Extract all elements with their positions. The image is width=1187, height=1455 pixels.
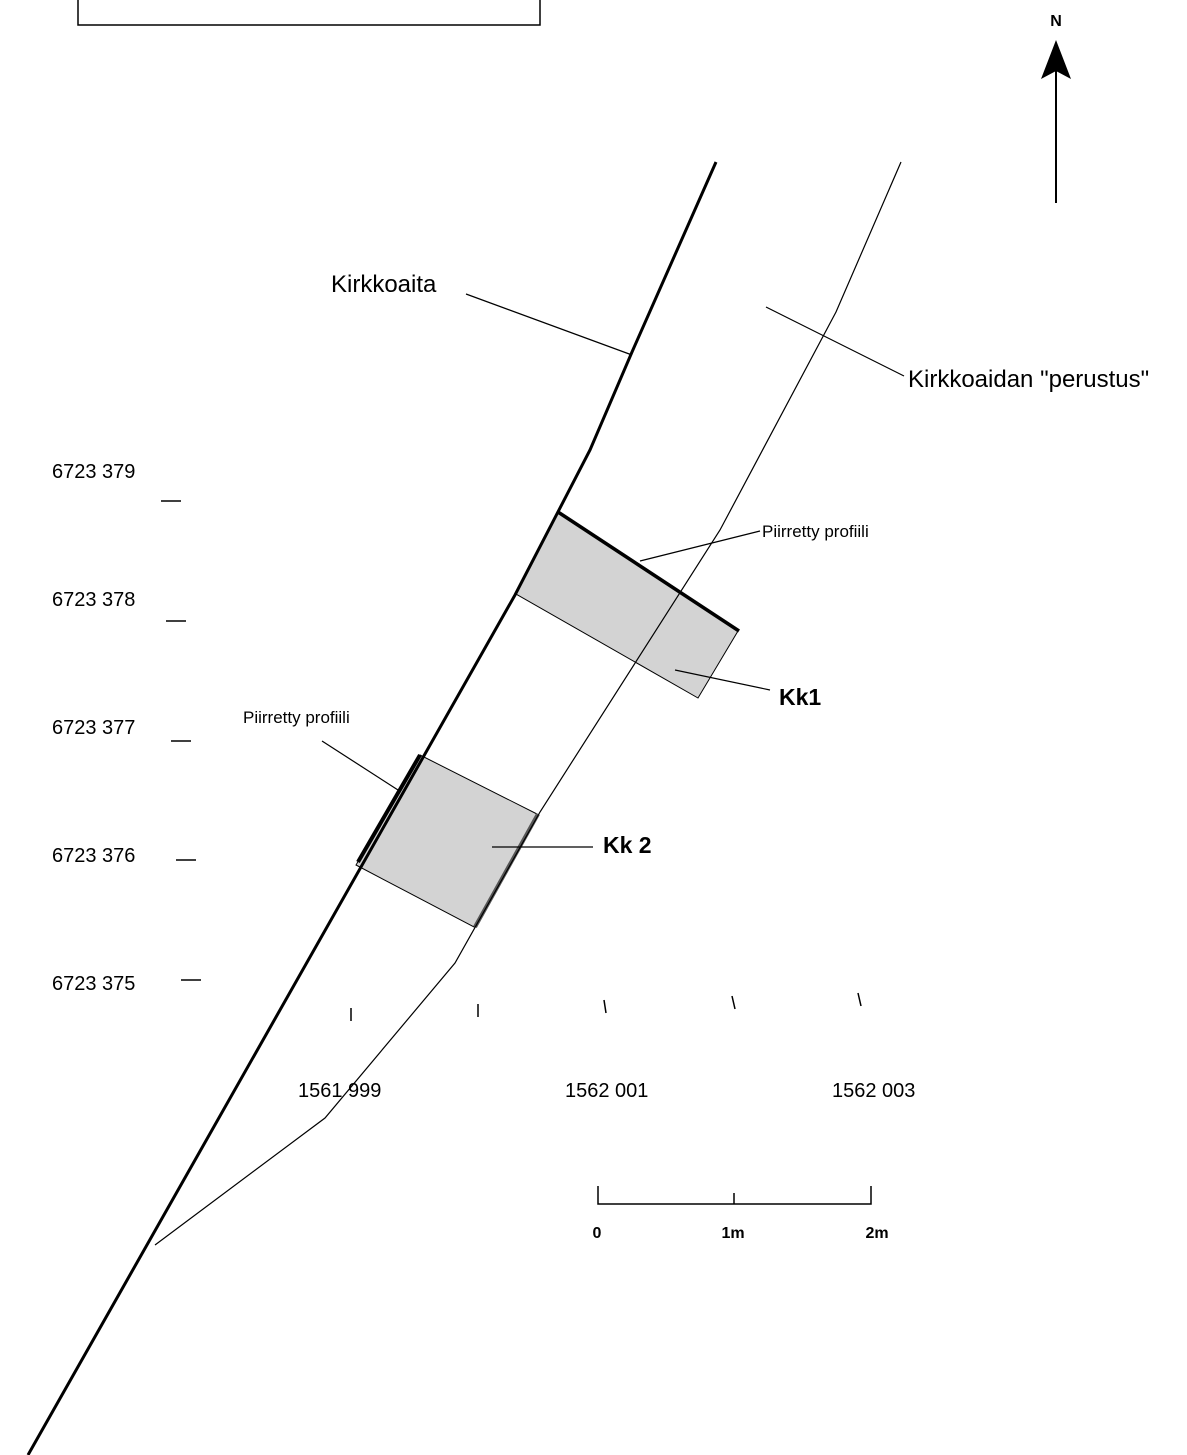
y-coordinate-label: 6723 378 [52, 589, 135, 611]
fence-label: Kirkkoaita [331, 271, 437, 298]
leader-foundation [765, 306, 905, 377]
y-coordinate-label: 6723 375 [52, 973, 135, 995]
y-coordinate-label: 6723 377 [52, 717, 135, 739]
profile-label-lower: Piirretty profiili [243, 708, 350, 727]
trench-kk1 [515, 511, 739, 699]
x-coordinate-label: 1562 001 [565, 1080, 648, 1102]
leader-profile-upper [639, 530, 761, 562]
x-coordinate-label: 1561 999 [298, 1080, 381, 1102]
north-arrow-head-icon [1041, 40, 1071, 79]
north-arrow: N [1041, 13, 1071, 203]
fence-foundation-line [154, 161, 902, 1246]
y-coordinate-label: 6723 376 [52, 845, 135, 867]
x-coordinate-label: 1562 003 [832, 1080, 915, 1102]
profile-label-upper: Piirretty profiili [762, 522, 869, 541]
legend-box-frame [77, 0, 541, 26]
scale-label: 2m [865, 1225, 888, 1242]
leader-fence [465, 293, 633, 356]
x-grid-tick [603, 999, 607, 1014]
scale-label: 1m [721, 1225, 744, 1242]
y-coordinate-label: 6723 379 [52, 461, 135, 483]
x-grid-tick [857, 992, 862, 1007]
leader-kk1 [674, 669, 771, 691]
scale-bar: 0 1m 2m [593, 1186, 889, 1242]
drawn-profile-kk2 [356, 753, 422, 864]
drawn-profile-kk1 [557, 510, 740, 633]
x-coordinate-axis: 1561 999 1562 001 1562 003 [298, 992, 915, 1102]
y-coordinate-axis: 6723 379 6723 378 6723 377 6723 376 6723… [52, 461, 201, 995]
foundation-label: Kirkkoaidan "perustus" [908, 366, 1149, 393]
church-fence-line [26, 161, 718, 1455]
trench-label-kk2: Kk 2 [603, 832, 652, 858]
scale-label: 0 [593, 1225, 602, 1242]
north-label: N [1050, 13, 1062, 30]
trench-label-kk1: Kk1 [779, 684, 821, 710]
leader-profile-lower [321, 740, 399, 791]
x-grid-tick [731, 995, 736, 1010]
